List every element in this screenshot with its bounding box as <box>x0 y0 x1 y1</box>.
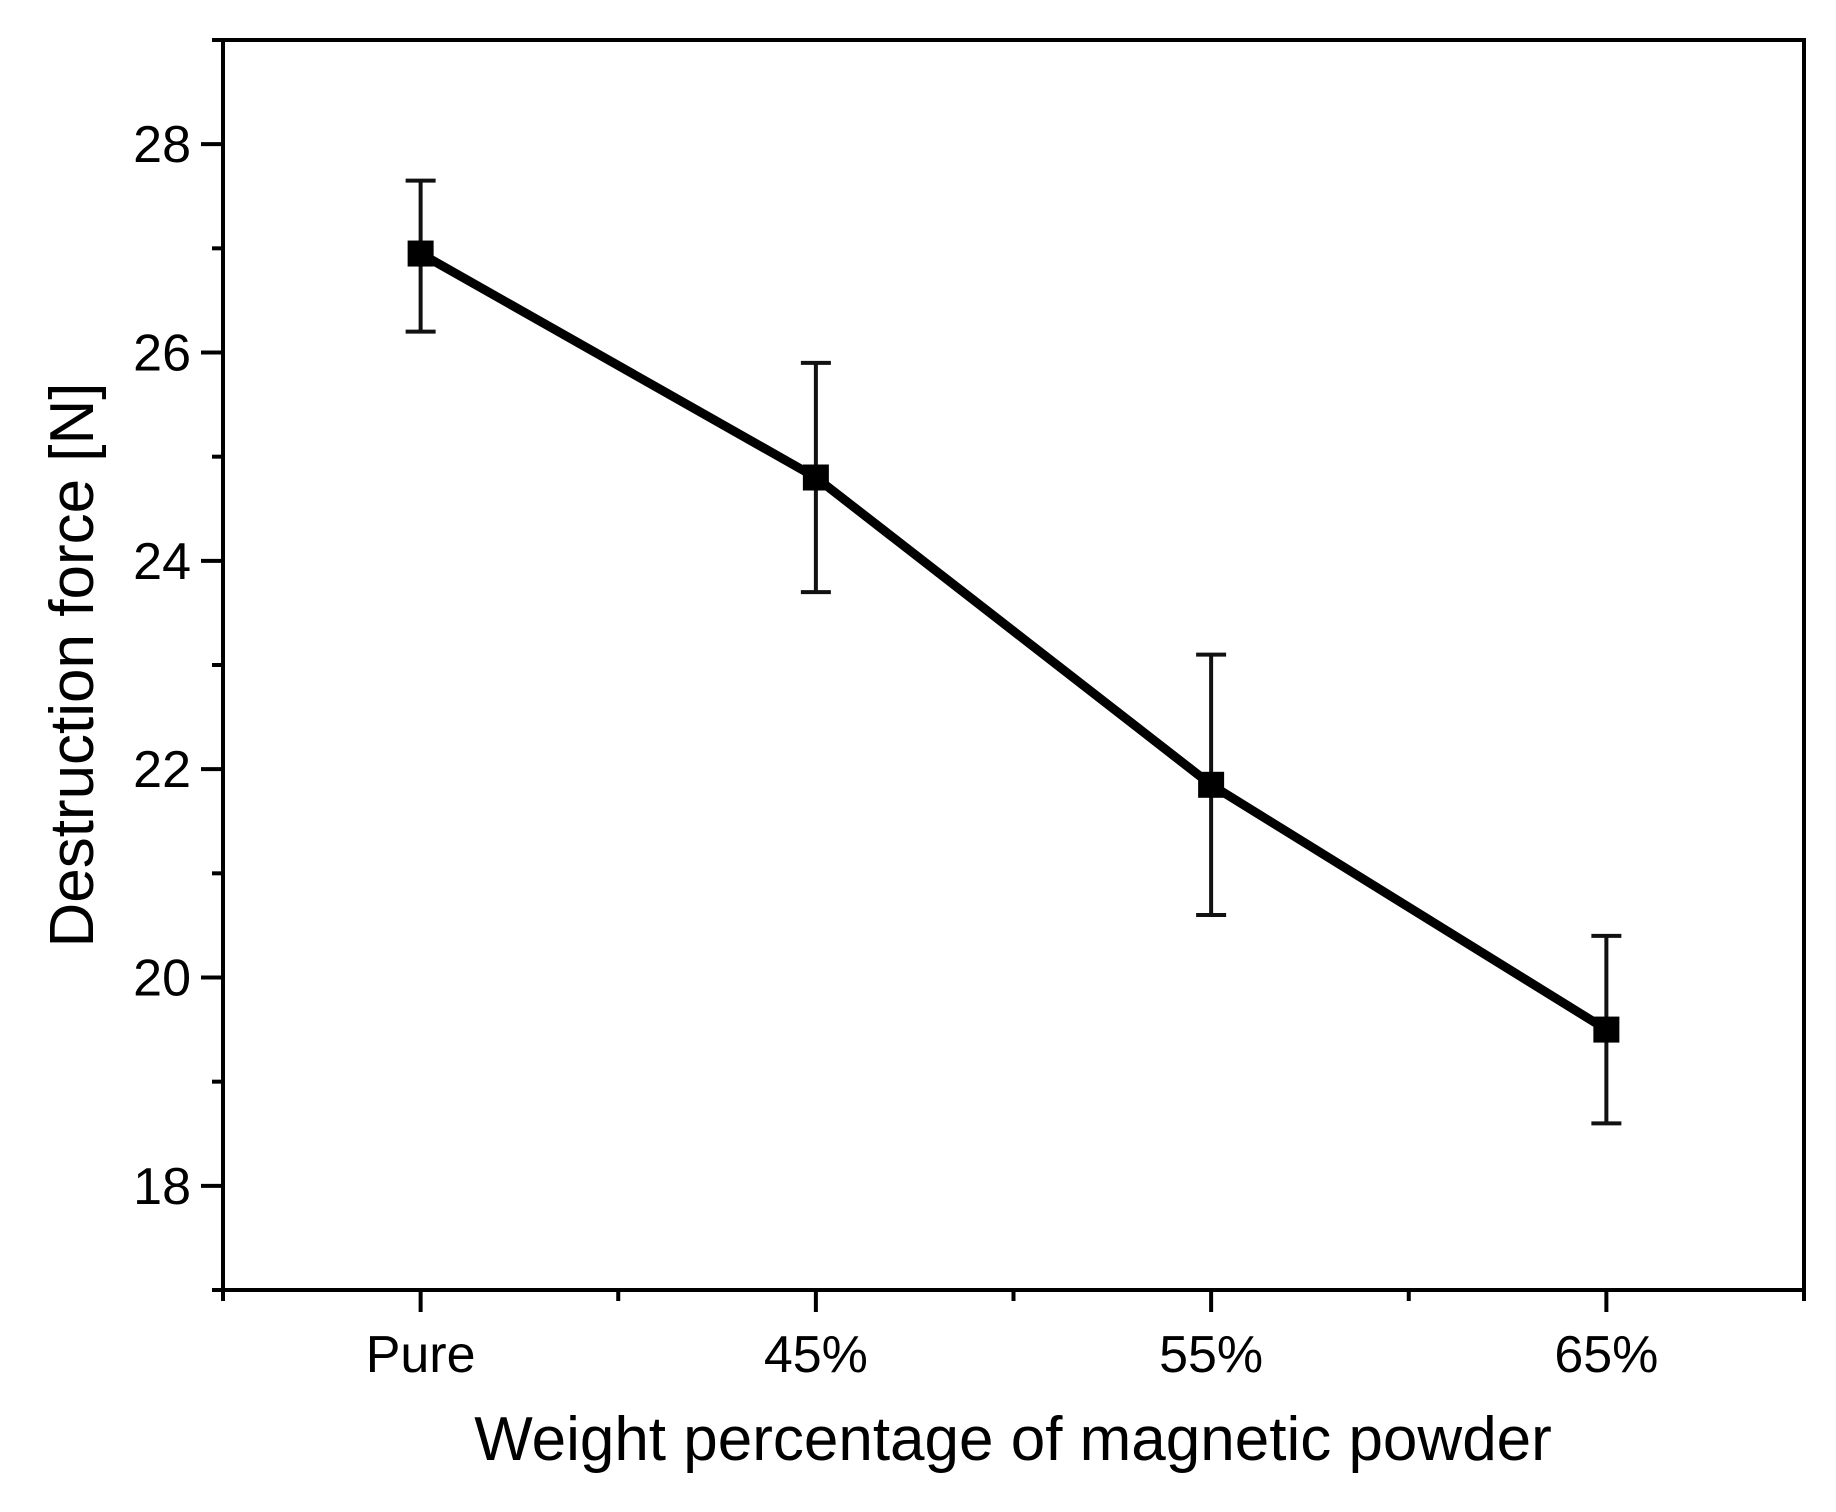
series-line <box>418 249 1609 1034</box>
data-series <box>405 178 1622 1126</box>
data-point-marker <box>1198 771 1225 798</box>
data-point-marker <box>1593 1016 1620 1043</box>
x-tick-label: 65% <box>1554 1326 1658 1384</box>
y-tick-label: 24 <box>133 533 191 591</box>
y-tick-label: 20 <box>133 950 191 1008</box>
x-tick-label: 45% <box>764 1326 868 1384</box>
y-tick-label: 18 <box>133 1158 191 1216</box>
y-tick-label: 28 <box>133 116 191 174</box>
x-tick-label: 55% <box>1159 1326 1263 1384</box>
y-tick-label: 26 <box>133 325 191 383</box>
x-axis-title: Weight percentage of magnetic powder <box>474 1405 1552 1474</box>
data-point-marker <box>802 464 829 491</box>
x-tick-label: Pure <box>366 1326 476 1384</box>
x-axis: Pure 45% 55% 65% <box>221 1290 1806 1384</box>
plot-frame <box>221 38 1806 1292</box>
y-axis: 18 20 22 24 26 28 <box>133 38 223 1292</box>
y-axis-title: Destruction force [N] <box>38 382 107 947</box>
data-point-marker <box>407 240 434 267</box>
y-tick-label: 22 <box>133 741 191 799</box>
